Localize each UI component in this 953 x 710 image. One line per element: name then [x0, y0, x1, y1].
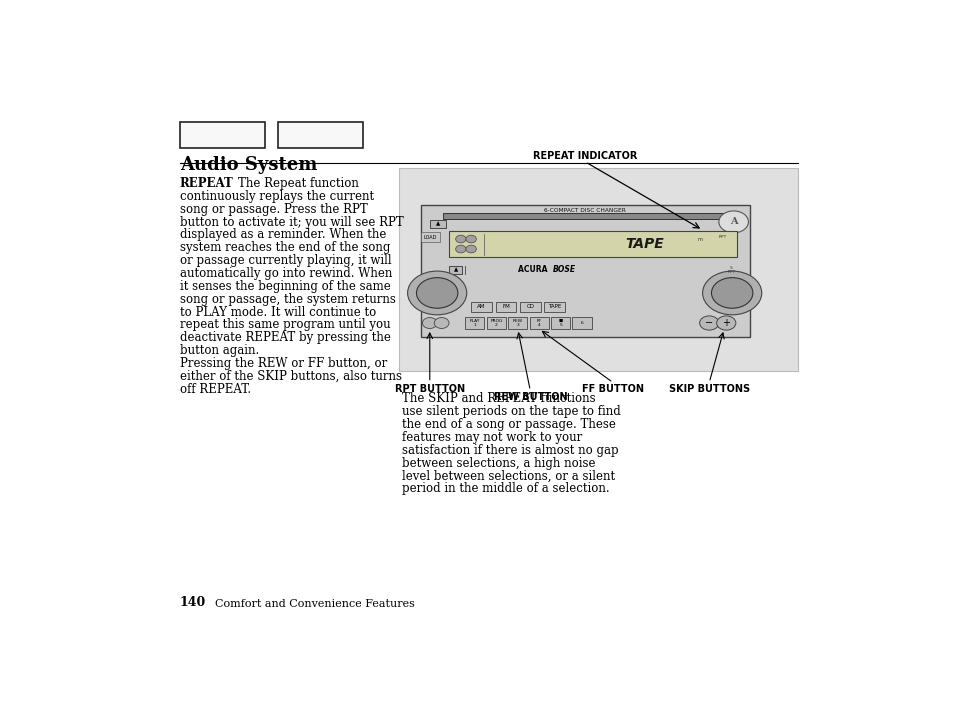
- Text: REW
3: REW 3: [512, 319, 522, 327]
- Text: REPEAT: REPEAT: [180, 177, 233, 190]
- Text: satisfaction if there is almost no gap: satisfaction if there is almost no gap: [401, 444, 618, 457]
- Text: system reaches the end of the song: system reaches the end of the song: [180, 241, 390, 254]
- Text: 6: 6: [580, 321, 583, 325]
- Text: song or passage. Press the RPT: song or passage. Press the RPT: [180, 203, 367, 216]
- Text: or passage currently playing, it will: or passage currently playing, it will: [180, 254, 391, 267]
- Text: m: m: [697, 236, 701, 241]
- Text: LOAD: LOAD: [423, 235, 436, 240]
- Text: REPEAT INDICATOR: REPEAT INDICATOR: [533, 151, 637, 160]
- Text: ← TUNE +
RAND MODE
SPD/DSP: ← TUNE + RAND MODE SPD/DSP: [720, 278, 744, 291]
- Text: FM: FM: [501, 304, 509, 309]
- Text: FF BUTTON: FF BUTTON: [581, 384, 643, 394]
- Text: deactivate REPEAT by pressing the: deactivate REPEAT by pressing the: [180, 331, 391, 344]
- Text: TAPE: TAPE: [625, 236, 663, 251]
- Bar: [278, 122, 363, 148]
- Text: either of the SKIP buttons, also turns: either of the SKIP buttons, also turns: [180, 370, 401, 383]
- Circle shape: [456, 235, 465, 243]
- Circle shape: [422, 317, 436, 329]
- Bar: [495, 302, 516, 312]
- Text: VOL  RDM
RPT / RDM
SCANABLE: VOL RDM RPT / RDM SCANABLE: [423, 278, 444, 291]
- Text: FF
4: FF 4: [537, 319, 541, 327]
- Text: The Repeat function: The Repeat function: [222, 177, 358, 190]
- Text: to PLAY mode. It will continue to: to PLAY mode. It will continue to: [180, 305, 375, 319]
- Text: repeat this same program until you: repeat this same program until you: [180, 318, 390, 332]
- Circle shape: [699, 316, 719, 330]
- Text: PLAY
1: PLAY 1: [469, 319, 479, 327]
- Text: REW BUTTON: REW BUTTON: [493, 393, 566, 403]
- Text: ACURA: ACURA: [517, 266, 552, 275]
- Text: it senses the beginning of the same: it senses the beginning of the same: [180, 280, 390, 293]
- Text: CD: CD: [526, 304, 534, 309]
- Text: Pressing the REW or FF button, or: Pressing the REW or FF button, or: [180, 357, 387, 370]
- Bar: [471, 302, 492, 312]
- Circle shape: [701, 271, 760, 315]
- Text: level between selections, or a silent: level between selections, or a silent: [401, 469, 614, 483]
- Circle shape: [434, 317, 449, 329]
- Bar: [551, 317, 570, 329]
- Text: The SKIP and REPEAT functions: The SKIP and REPEAT functions: [401, 393, 595, 405]
- Bar: [544, 302, 564, 312]
- Bar: [420, 205, 749, 337]
- Text: ■
5: ■ 5: [558, 319, 562, 327]
- Bar: [442, 212, 727, 219]
- Bar: [429, 219, 446, 229]
- Text: period in the middle of a selection.: period in the middle of a selection.: [401, 482, 609, 496]
- Text: AM: AM: [476, 304, 485, 309]
- Text: between selections, a high noise: between selections, a high noise: [401, 457, 595, 470]
- Text: S
RPT: S RPT: [726, 266, 735, 274]
- Circle shape: [719, 211, 748, 233]
- Text: 6-COMPACT DISC CHANGER: 6-COMPACT DISC CHANGER: [544, 209, 626, 214]
- Bar: [486, 317, 505, 329]
- Text: features may not work to your: features may not work to your: [401, 431, 581, 444]
- Text: ▲: ▲: [453, 268, 457, 273]
- Text: SKIP BUTTONS: SKIP BUTTONS: [668, 384, 749, 394]
- Text: automatically go into rewind. When: automatically go into rewind. When: [180, 267, 392, 280]
- Circle shape: [465, 245, 476, 253]
- Circle shape: [716, 316, 735, 330]
- Text: Comfort and Convenience Features: Comfort and Convenience Features: [215, 599, 415, 609]
- Text: A: A: [729, 217, 737, 226]
- Text: displayed as a reminder. When the: displayed as a reminder. When the: [180, 229, 386, 241]
- Circle shape: [416, 278, 457, 308]
- Bar: [449, 231, 737, 258]
- Circle shape: [711, 278, 752, 308]
- Text: off REPEAT.: off REPEAT.: [180, 383, 251, 395]
- Text: 140: 140: [180, 596, 206, 609]
- Text: PROG
2: PROG 2: [490, 319, 502, 327]
- Text: BOSE: BOSE: [552, 266, 575, 275]
- Text: ▲: ▲: [436, 222, 439, 226]
- Text: continuously replays the current: continuously replays the current: [180, 190, 374, 203]
- Text: Audio System: Audio System: [180, 156, 317, 174]
- Circle shape: [465, 235, 476, 243]
- Text: song or passage, the system returns: song or passage, the system returns: [180, 293, 395, 306]
- Bar: [508, 317, 527, 329]
- Bar: [519, 302, 540, 312]
- Circle shape: [456, 245, 465, 253]
- Bar: [529, 317, 548, 329]
- Bar: [180, 122, 265, 148]
- Text: TAPE: TAPE: [548, 304, 560, 309]
- Bar: [572, 317, 591, 329]
- Text: button again.: button again.: [180, 344, 259, 357]
- Text: +: +: [721, 318, 729, 328]
- Text: −: −: [704, 318, 713, 328]
- Text: button to activate it; you will see RPT: button to activate it; you will see RPT: [180, 216, 403, 229]
- Bar: [449, 266, 462, 274]
- Text: RPT: RPT: [718, 235, 726, 239]
- Bar: [465, 317, 484, 329]
- Bar: [398, 168, 797, 371]
- Text: use silent periods on the tape to find: use silent periods on the tape to find: [401, 405, 619, 418]
- Circle shape: [407, 271, 466, 315]
- Text: RPT BUTTON: RPT BUTTON: [395, 384, 464, 394]
- Text: the end of a song or passage. These: the end of a song or passage. These: [401, 418, 615, 431]
